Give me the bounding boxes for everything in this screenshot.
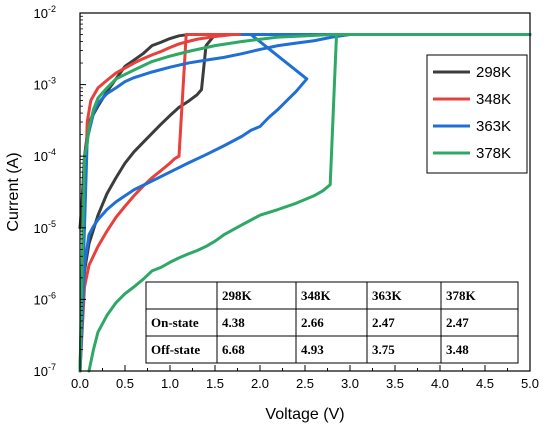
legend-label-348K: 348K: [476, 91, 511, 108]
table-cell: Off-state: [151, 342, 200, 357]
y-tick-label: 10-4: [34, 147, 56, 164]
y-tick-exponent: -7: [48, 362, 56, 372]
series-line-378K: [78, 33, 532, 373]
legend: 298K 348K 363K 378K: [426, 54, 528, 174]
legend-label-378K: 378K: [476, 145, 511, 162]
y-tick-label: 10-7: [34, 362, 56, 379]
table-header-cell: 348K: [301, 288, 332, 303]
table-cell: 4.93: [301, 342, 324, 357]
table-frame: [145, 281, 519, 364]
x-tick-label: 3.5: [386, 376, 404, 391]
table-cell: 2.47: [372, 315, 395, 330]
y-tick-exponent: -2: [48, 4, 56, 14]
y-tick-base: 10: [34, 149, 48, 164]
x-tick-label: 4.0: [431, 376, 449, 391]
x-tick-label: 1.0: [161, 376, 179, 391]
x-tick-label: 0.5: [116, 376, 134, 391]
table-header-cell: 363K: [372, 288, 403, 303]
x-tick-label: 4.5: [476, 376, 494, 391]
y-tick-base: 10: [34, 6, 48, 21]
x-tick-label: 2.0: [251, 376, 269, 391]
x-tick-label: 2.5: [296, 376, 314, 391]
legend-label-298K: 298K: [476, 64, 511, 81]
table-cell: 3.75: [372, 342, 395, 357]
plot-lines: [78, 33, 532, 373]
table-cell: 3.48: [446, 342, 469, 357]
y-tick-exponent: -5: [48, 219, 56, 229]
y-axis-title: Current (A): [5, 152, 22, 231]
y-axis-ticks: 10-710-610-510-410-310-2: [34, 4, 86, 379]
x-axis-ticks: 0.0 0.5 1.0 1.5 2.0 2.5 3.0 3.5 4.0 4.5 5.0: [71, 365, 539, 391]
table-cell: 6.68: [222, 342, 245, 357]
y-tick-exponent: -6: [48, 290, 56, 300]
table-header-cell: 378K: [446, 288, 477, 303]
y-tick-exponent: -4: [48, 147, 56, 157]
x-axis-title: Voltage (V): [265, 406, 344, 423]
y-tick-base: 10: [34, 292, 48, 307]
table-header-cell: 298K: [222, 288, 253, 303]
table-cell: 2.47: [446, 315, 469, 330]
table-cell: 4.38: [222, 315, 245, 330]
data-table: 298K 348K 363K 378K On-state 4.38 2.66 2.47 2.47…: [145, 281, 519, 364]
table-cell: On-state: [151, 315, 199, 330]
y-tick-base: 10: [34, 221, 48, 236]
y-tick-label: 10-6: [34, 290, 56, 307]
x-tick-label: 5.0: [521, 376, 539, 391]
table-cell: 2.66: [301, 315, 324, 330]
y-tick-base: 10: [34, 364, 48, 379]
y-tick-exponent: -3: [48, 76, 56, 86]
legend-label-363K: 363K: [476, 118, 511, 135]
x-tick-label: 3.0: [341, 376, 359, 391]
x-tick-label: 0.0: [71, 376, 89, 391]
y-tick-base: 10: [34, 78, 48, 93]
y-tick-label: 10-3: [34, 76, 56, 93]
y-tick-label: 10-5: [34, 219, 56, 236]
y-tick-label: 10-2: [34, 4, 56, 21]
x-tick-label: 1.5: [206, 376, 224, 391]
